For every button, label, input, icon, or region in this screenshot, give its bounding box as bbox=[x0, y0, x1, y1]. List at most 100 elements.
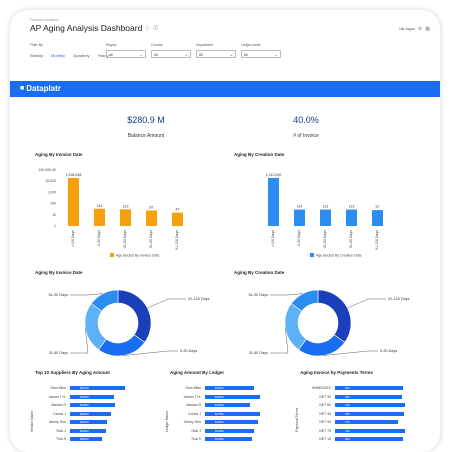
slice-label: 91-120 Days bbox=[388, 297, 410, 301]
tab-quarterly[interactable]: Quarterly bbox=[73, 53, 90, 58]
bar[interactable] bbox=[268, 177, 279, 226]
pie-slice[interactable] bbox=[290, 289, 319, 312]
category-label: Tina S bbox=[191, 437, 201, 441]
leader-line bbox=[70, 293, 104, 296]
bar[interactable]: 390 bbox=[335, 394, 402, 399]
tab-monthly[interactable]: Monthly bbox=[51, 53, 66, 58]
data-label: 1,005,048 bbox=[66, 173, 82, 177]
region-select[interactable]: All ⌄ bbox=[106, 50, 146, 58]
bar[interactable]: $400M bbox=[70, 428, 107, 433]
settings-icon[interactable]: ⚙ bbox=[417, 26, 423, 32]
category-label: NET 45 bbox=[319, 411, 331, 416]
x-tick-label: 0-30 Days bbox=[97, 230, 101, 246]
bar[interactable]: $490M bbox=[70, 394, 115, 399]
country-label: Country bbox=[151, 43, 163, 47]
data-label: 113 bbox=[349, 205, 355, 209]
category-label: Nick J bbox=[191, 428, 201, 433]
x-tick-label: >120 Days bbox=[71, 230, 75, 247]
bar[interactable]: 405 bbox=[335, 411, 405, 416]
leader-line bbox=[70, 328, 89, 354]
category-label: Nick J bbox=[56, 428, 66, 433]
kpi-invoice-count: 40.0% # of Invoice bbox=[246, 115, 366, 139]
kpi-label: # of Invoice bbox=[293, 133, 319, 139]
x-tick-label: 61-90 Days bbox=[149, 230, 153, 248]
grid-icon[interactable]: ▦ bbox=[425, 26, 430, 32]
y-axis-title: Payment Terms bbox=[295, 407, 299, 432]
share-icon[interactable]: ◫ bbox=[153, 25, 159, 31]
department-dropdown: Department All ⌄ bbox=[196, 43, 236, 58]
bar[interactable]: $610M bbox=[70, 386, 125, 390]
pie-slice[interactable] bbox=[90, 289, 119, 312]
bar[interactable]: 400 bbox=[335, 386, 404, 390]
bar[interactable]: $280M bbox=[205, 394, 260, 399]
breadcrumb[interactable]: Financial Analytics bbox=[30, 18, 59, 22]
x-tick-label: 91-120 Days bbox=[375, 230, 379, 250]
slice-label: 61-90 Days bbox=[49, 293, 69, 297]
bar[interactable] bbox=[94, 208, 105, 226]
bar[interactable]: $239M bbox=[205, 437, 252, 441]
y-axis-title: Ledger Name bbox=[165, 410, 169, 432]
brand-logo[interactable]: ■ Dataplatr bbox=[20, 84, 61, 93]
kpi-value: 40.0% bbox=[293, 115, 319, 125]
pie-slice[interactable] bbox=[98, 334, 146, 357]
bar[interactable] bbox=[372, 210, 383, 226]
bar[interactable] bbox=[120, 209, 131, 226]
legend-swatch bbox=[310, 253, 314, 257]
info-icon[interactable]: ⓘ bbox=[145, 25, 151, 32]
brand-bar: ■ Dataplatr bbox=[10, 81, 440, 97]
bar[interactable] bbox=[146, 210, 157, 226]
region-label: Region bbox=[106, 43, 117, 47]
x-tick-label: >120 Days bbox=[271, 230, 275, 247]
top-suppliers-chart: Vendor Name Sam Mike $610M James T.H. $490M J… bbox=[28, 380, 148, 450]
bar[interactable]: $230M bbox=[205, 403, 251, 407]
leader-line bbox=[123, 350, 178, 356]
pie-slice[interactable] bbox=[84, 303, 107, 351]
bar[interactable]: 400 bbox=[335, 437, 404, 441]
data-label: 123 bbox=[123, 204, 129, 208]
bar[interactable]: $410M bbox=[70, 420, 107, 424]
chevron-down-icon: ⌄ bbox=[139, 52, 143, 57]
top-suppliers-title: Top 10 Suppliers By Aging Amount bbox=[35, 370, 110, 375]
bar[interactable]: $278M bbox=[205, 411, 260, 416]
data-label: 113 bbox=[323, 205, 329, 209]
y-axis-title: Vendor Name bbox=[30, 410, 34, 432]
legend-swatch bbox=[110, 253, 114, 257]
bar[interactable] bbox=[346, 209, 357, 226]
bar[interactable]: $269M bbox=[205, 420, 258, 424]
bar[interactable]: $250M bbox=[205, 386, 255, 390]
bar[interactable] bbox=[68, 177, 79, 226]
kpi-balance-amount: $280.9 M Balance Amount bbox=[86, 115, 206, 139]
bar[interactable]: $460M bbox=[70, 411, 112, 416]
pie-slice[interactable] bbox=[298, 334, 346, 357]
slice-label: 91-120 Days bbox=[188, 297, 210, 301]
leader-line bbox=[270, 328, 289, 354]
user-name[interactable]: Nik Jagan bbox=[399, 27, 415, 31]
y-tick-label: 100,000,00 bbox=[38, 168, 56, 172]
data-label: 1,012,000 bbox=[266, 173, 282, 177]
bar[interactable]: 410 bbox=[335, 428, 405, 433]
bar[interactable]: $249M bbox=[205, 428, 254, 433]
legend-label: Age Bucket By Creation Date bbox=[316, 254, 362, 258]
tab-yearly[interactable]: Yearly bbox=[97, 53, 109, 58]
pie-slice[interactable] bbox=[317, 289, 352, 343]
country-select[interactable]: All ⌄ bbox=[151, 50, 191, 58]
slice-label: 0-30 Days bbox=[380, 349, 397, 353]
slice-label: 61-90 Days bbox=[249, 293, 269, 297]
period-tabs: Weekly Monthly Quarterly Yearly bbox=[30, 53, 109, 58]
bar[interactable] bbox=[294, 209, 305, 226]
kpi-value: $280.9 M bbox=[127, 115, 165, 125]
bar[interactable] bbox=[320, 209, 331, 226]
category-label: Jimmy Sen bbox=[48, 420, 66, 424]
bar[interactable]: $495M bbox=[70, 403, 115, 407]
leader-line bbox=[270, 293, 304, 296]
tab-weekly[interactable]: Weekly bbox=[30, 53, 44, 58]
category-label: NET 75 bbox=[319, 428, 331, 433]
bar[interactable]: $360M bbox=[70, 437, 103, 441]
department-select[interactable]: All ⌄ bbox=[196, 50, 236, 58]
bar[interactable]: 370 bbox=[335, 420, 399, 424]
pie-slice[interactable] bbox=[117, 289, 152, 343]
bar[interactable] bbox=[172, 212, 183, 226]
bar[interactable]: 410 bbox=[335, 403, 405, 407]
ledger-select[interactable]: All ⌄ bbox=[241, 50, 281, 58]
pie-slice[interactable] bbox=[284, 303, 307, 351]
